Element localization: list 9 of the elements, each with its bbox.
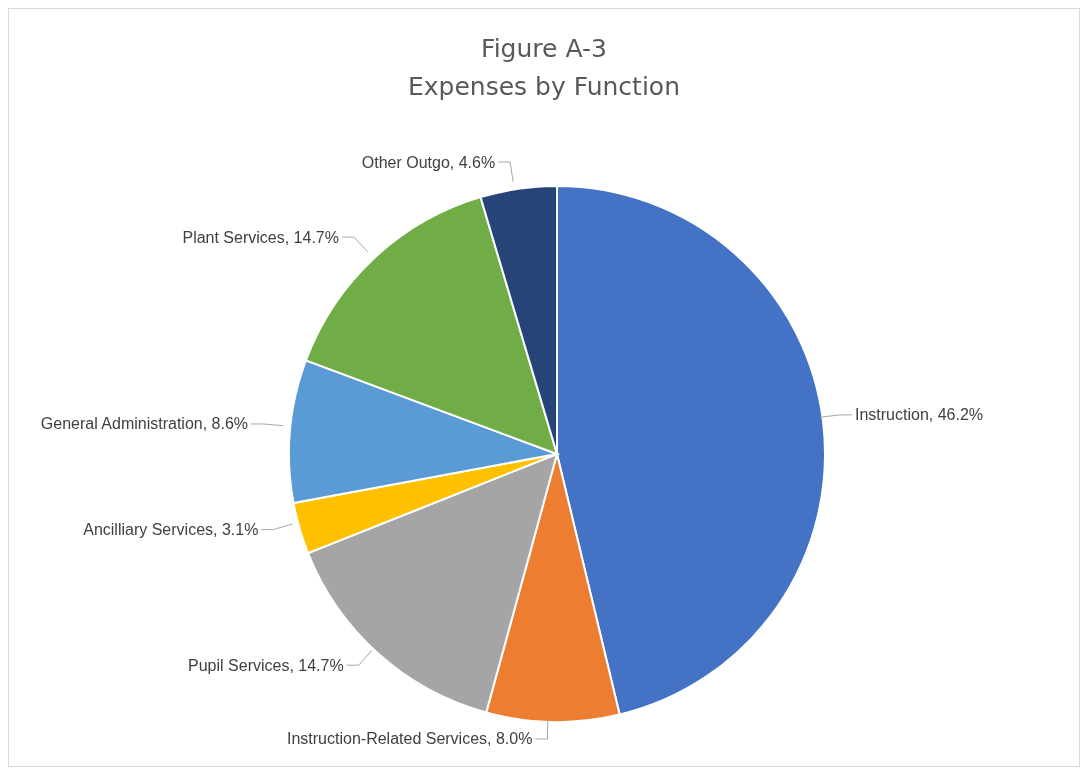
slice-label: Instruction-Related Services, 8.0% [286,730,533,748]
slice-label: Plant Services, 14.7% [182,228,339,246]
slice-label: Instruction, 46.2% [854,406,984,424]
slice-label: Other Outgo, 4.6% [361,153,496,171]
chart-subtitle: Expenses by Function [407,72,681,101]
slice-label: Ancilliary Services, 3.1% [83,521,259,539]
slice-label: Pupil Services, 14.7% [188,656,344,674]
slice-label: General Administration, 8.6% [40,415,249,433]
chart-title: Figure A-3 [481,34,607,63]
